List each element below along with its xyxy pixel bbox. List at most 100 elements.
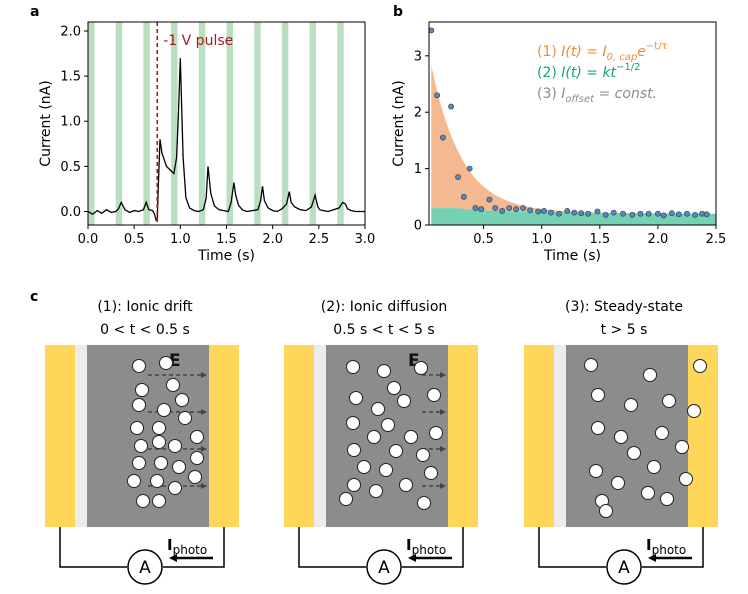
y-tick-label-b: 1 — [414, 162, 422, 177]
data-point — [455, 174, 461, 180]
data-point — [703, 211, 710, 218]
x-tick-label-b: 1.0 — [531, 232, 552, 247]
ion-particle — [611, 476, 625, 490]
data-point — [506, 205, 513, 211]
data-point — [610, 209, 617, 216]
y-tick-label-a: 1.0 — [60, 115, 81, 130]
spacer-layer — [75, 345, 87, 527]
ion-particle — [397, 394, 411, 408]
diagram-title: (1): Ionic drift — [97, 299, 193, 315]
legend-entry: (2) I(t) = kt−1/2 — [537, 62, 641, 81]
ion-particle — [599, 504, 613, 518]
legend-entry: (1) I(t) = I0, cape−t/τ — [537, 41, 668, 63]
ion-particle — [429, 426, 443, 440]
ion-particle — [369, 484, 383, 498]
panel-label-b: b — [393, 4, 403, 20]
ion-particle — [172, 460, 186, 474]
diagram-condition: 0.5 s < t < 5 s — [333, 322, 434, 338]
ion-particle — [188, 470, 202, 484]
ion-particle — [152, 435, 166, 449]
ion-particle — [154, 456, 168, 470]
data-point — [578, 210, 585, 217]
y-tick-label-b: 0 — [414, 219, 422, 234]
x-tick-label-b: 2.0 — [648, 232, 669, 247]
field-arrowhead — [440, 483, 446, 489]
light-pulse-band — [143, 22, 150, 225]
ion-particle — [152, 494, 166, 508]
data-point — [460, 193, 467, 200]
diagram-2: (2): Ionic diffusion 0.5 s < t < 5 s E A Iph… — [284, 299, 478, 585]
data-point — [564, 208, 571, 214]
diagram-condition: 0 < t < 0.5 s — [100, 322, 190, 338]
data-point — [535, 208, 542, 215]
ion-particle — [132, 359, 146, 373]
ion-particle — [624, 398, 638, 412]
ion-particle — [379, 463, 393, 477]
pulse-annotation: -1 V pulse — [163, 33, 233, 49]
data-point — [556, 210, 563, 217]
circuit-wire — [402, 527, 464, 568]
ion-particle — [424, 466, 438, 480]
light-pulse-band — [88, 22, 95, 225]
diagram-title: (3): Steady-state — [565, 299, 683, 315]
ion-particle — [339, 492, 353, 506]
ion-particle — [357, 460, 371, 474]
x-tick-label-a: 2.0 — [262, 232, 283, 247]
ion-particle — [371, 402, 385, 416]
light-pulse-bands — [88, 22, 344, 225]
light-pulse-band — [281, 22, 289, 225]
ion-particle — [168, 439, 182, 453]
data-point — [629, 211, 636, 218]
chart-a: -1 V pulse 0.0 0.5 1.0 1.5 2.0 2.5 3.0 0.0 0.5 1… — [38, 21, 375, 264]
spacer-layer — [314, 345, 326, 527]
data-point — [571, 209, 578, 216]
ion-particle — [627, 446, 641, 460]
ion-particle — [346, 360, 360, 374]
ion-particle — [159, 356, 173, 370]
ion-particle — [381, 418, 395, 432]
data-point — [585, 210, 592, 217]
y-tick-label-a: 0.0 — [60, 205, 81, 220]
data-point — [660, 212, 667, 219]
data-point — [440, 134, 446, 141]
data-point — [594, 208, 601, 215]
capacitive-fit-area — [431, 65, 716, 214]
data-point — [645, 210, 652, 217]
photocurrent-arrowhead — [169, 554, 177, 562]
ion-particle — [134, 439, 148, 453]
photocurrent-label: Iphoto — [646, 536, 686, 557]
ion-particle — [614, 430, 628, 444]
data-point — [655, 210, 661, 217]
diagram-condition: t > 5 s — [601, 322, 648, 338]
y-tick-label-a: 2.0 — [60, 25, 81, 40]
data-point — [675, 211, 682, 218]
light-pulse-band — [254, 22, 261, 225]
circuit-wire — [298, 527, 366, 568]
current-trace — [87, 58, 365, 222]
left-electrode — [524, 345, 554, 527]
legend-entry: (3) Ioffset = const. — [537, 86, 657, 105]
ion-particle — [178, 411, 192, 425]
x-axis-label-b: Time (s) — [543, 248, 601, 264]
ion-particle — [662, 394, 676, 408]
data-point — [499, 208, 506, 214]
ion-particle — [584, 358, 598, 372]
x-tick-label-a: 0.5 — [124, 232, 145, 247]
x-tick-label-a: 1.0 — [170, 232, 191, 247]
ion-particle — [152, 421, 166, 435]
y-tick-label-b: 3 — [414, 49, 422, 64]
y-tick-label-b: 2 — [414, 106, 422, 121]
data-point — [428, 27, 435, 34]
x-tick-label-a: 1.5 — [216, 232, 237, 247]
left-electrode — [284, 345, 314, 527]
field-arrowhead — [440, 409, 446, 415]
x-tick-label-b: 2.5 — [706, 232, 727, 247]
data-point — [478, 206, 485, 213]
ion-particle — [132, 398, 146, 412]
x-tick-label-b: 0.5 — [473, 232, 494, 247]
fit-legend: (1) I(t) = I0, cape−t/τ(2) I(t) = kt−1/2… — [537, 41, 668, 105]
data-point — [668, 210, 675, 217]
photocurrent-arrowhead — [408, 554, 416, 562]
data-point — [620, 210, 626, 217]
